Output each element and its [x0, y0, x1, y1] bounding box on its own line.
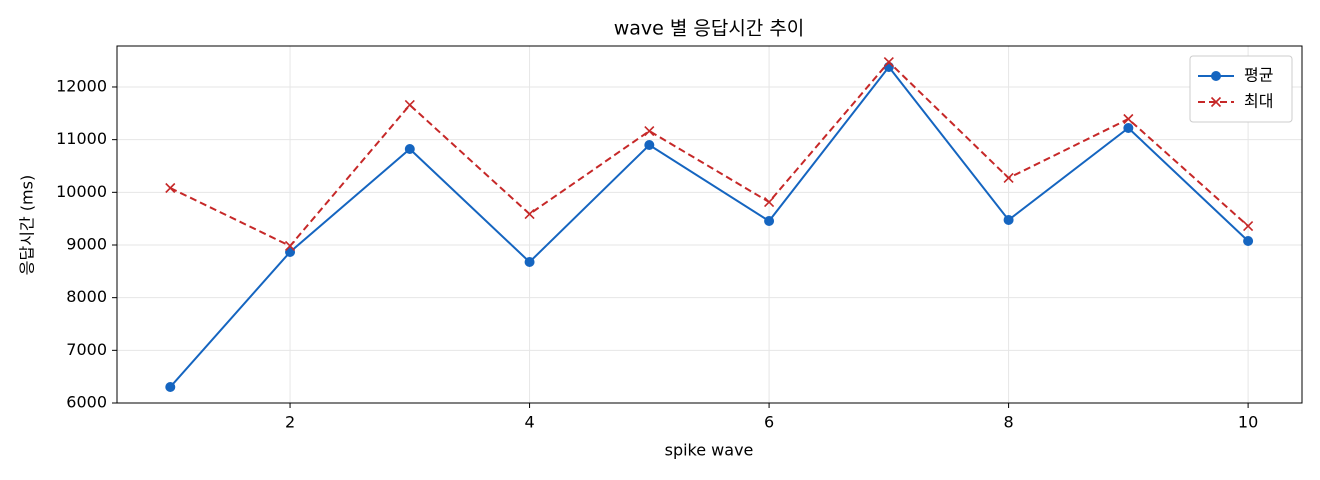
series-line — [169, 65, 1249, 388]
x-tick-label: 6 — [764, 413, 774, 432]
legend-label: 평균 — [1244, 66, 1273, 85]
y-tick-label: 7000 — [66, 340, 107, 359]
data-point — [404, 99, 415, 111]
y-tick-label: 9000 — [66, 234, 107, 253]
legend-marker — [1211, 71, 1221, 81]
data-point — [764, 216, 775, 227]
data-point — [524, 257, 535, 268]
data-point — [1003, 214, 1014, 225]
series-line — [169, 60, 1249, 248]
legend-marker — [1210, 96, 1222, 108]
data-point — [165, 182, 176, 194]
data-point — [1123, 123, 1134, 134]
data-point — [764, 196, 775, 208]
y-tick-label: 6000 — [66, 393, 107, 412]
x-axis-label: spike wave — [665, 441, 754, 460]
data-point — [404, 144, 415, 155]
y-tick-label: 11000 — [56, 129, 107, 148]
data-point — [524, 208, 535, 220]
data-point — [644, 125, 655, 137]
data-point — [1123, 113, 1134, 125]
y-tick-label: 8000 — [66, 287, 107, 306]
plot-frame — [116, 45, 1303, 404]
x-tick-label: 10 — [1238, 413, 1258, 432]
data-point — [883, 56, 894, 68]
legend-box — [1189, 55, 1293, 123]
y-tick-label: 12000 — [56, 76, 107, 95]
data-point — [165, 381, 176, 392]
data-point — [1003, 172, 1014, 184]
chart-title: wave 별 응답시간 추이 — [614, 18, 805, 40]
legend-label: 최대 — [1244, 92, 1273, 111]
data-point — [284, 240, 296, 252]
x-tick-label: 2 — [285, 413, 295, 432]
data-point — [1243, 235, 1254, 246]
x-tick-label: 8 — [1004, 413, 1014, 432]
data-point — [1243, 220, 1254, 232]
y-axis-label: 응답시간 (ms) — [18, 175, 37, 275]
x-tick-label: 4 — [524, 413, 534, 432]
y-tick-label: 10000 — [56, 182, 107, 201]
data-point — [644, 140, 655, 151]
